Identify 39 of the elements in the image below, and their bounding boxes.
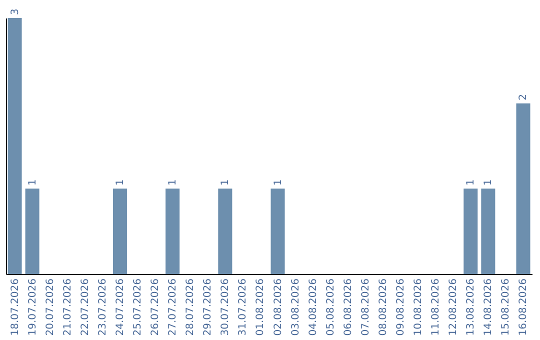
x-tick-label: 10.08.2026 [413,278,424,336]
data-label: 1 [220,179,232,186]
x-tick-label: 30.07.2026 [220,278,232,336]
x-tick-label: 27.07.2026 [168,278,179,336]
x-tick-label: 12.08.2026 [448,278,460,336]
data-label: 1 [272,179,284,186]
x-tick-label: 16.08.2026 [518,278,530,336]
x-tick-label: 21.07.2026 [62,278,74,336]
data-label: 1 [483,179,494,186]
x-tick-label: 18.07.2026 [10,278,21,336]
data-label: 3 [10,8,21,15]
x-tick-label: 24.07.2026 [114,278,126,336]
x-tick-label: 28.07.2026 [185,278,196,336]
data-label: 1 [27,179,38,186]
x-tick-label: 04.08.2026 [308,278,319,336]
x-tick-label: 09.08.2026 [396,278,406,336]
x-tick-label: 19.07.2026 [27,278,38,336]
x-tick-label: 15.08.2026 [500,278,512,336]
x-tick-label: 25.07.2026 [132,278,144,336]
x-tick-label: 03.08.2026 [290,278,302,336]
x-tick-label: 22.07.2026 [80,278,91,336]
x-tick-label: 13.08.2026 [466,278,477,336]
x-tick-label: 01.08.2026 [255,278,266,336]
x-tick-label: 26.07.2026 [150,278,162,336]
x-tick-label: 23.07.2026 [97,278,108,336]
x-tick-label: 06.08.2026 [342,278,354,336]
x-tick-label: 05.08.2026 [325,278,336,336]
data-label: 1 [168,179,179,186]
data-label: 1 [114,179,126,186]
x-tick-label: 20.07.2026 [44,278,56,336]
x-tick-label: 29.07.2026 [202,278,214,336]
x-tick-label: 14.08.2026 [483,278,494,336]
x-tick-label: 02.08.2026 [272,278,284,336]
x-tick-label: 08.08.2026 [378,278,389,336]
x-tick-label: 07.08.2026 [360,278,372,336]
x-tick-label: 31.07.2026 [238,278,249,336]
x-tick-label: 11.08.2026 [430,278,442,336]
data-label: 2 [518,94,530,100]
data-label: 1 [466,179,477,186]
